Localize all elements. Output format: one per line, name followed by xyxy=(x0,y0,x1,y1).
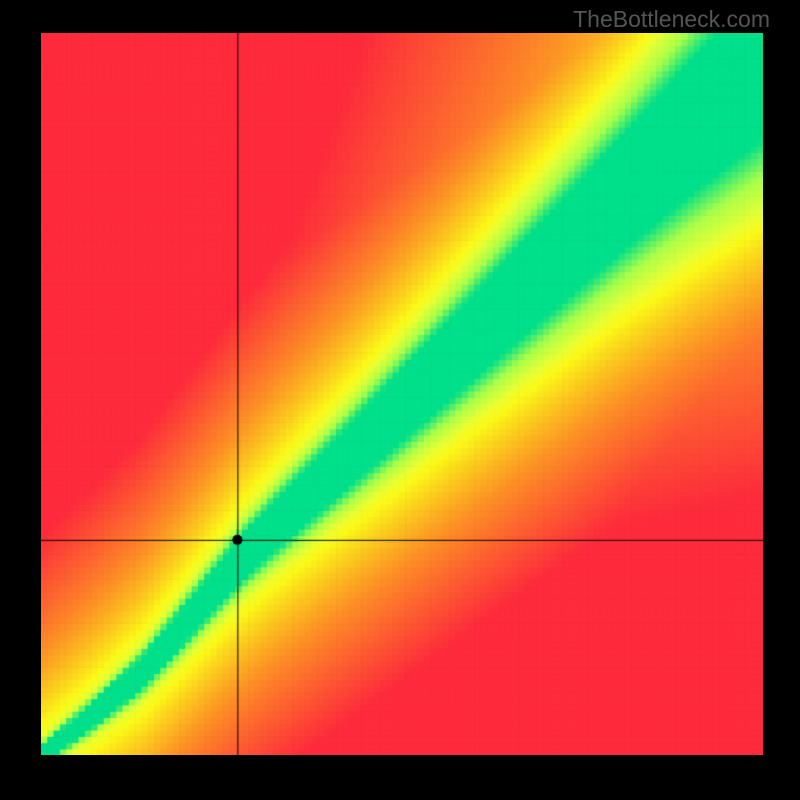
heatmap-canvas xyxy=(41,33,763,755)
bottleneck-heatmap xyxy=(41,33,763,755)
site-watermark: TheBottleneck.com xyxy=(573,6,770,33)
chart-container: TheBottleneck.com xyxy=(0,0,800,800)
